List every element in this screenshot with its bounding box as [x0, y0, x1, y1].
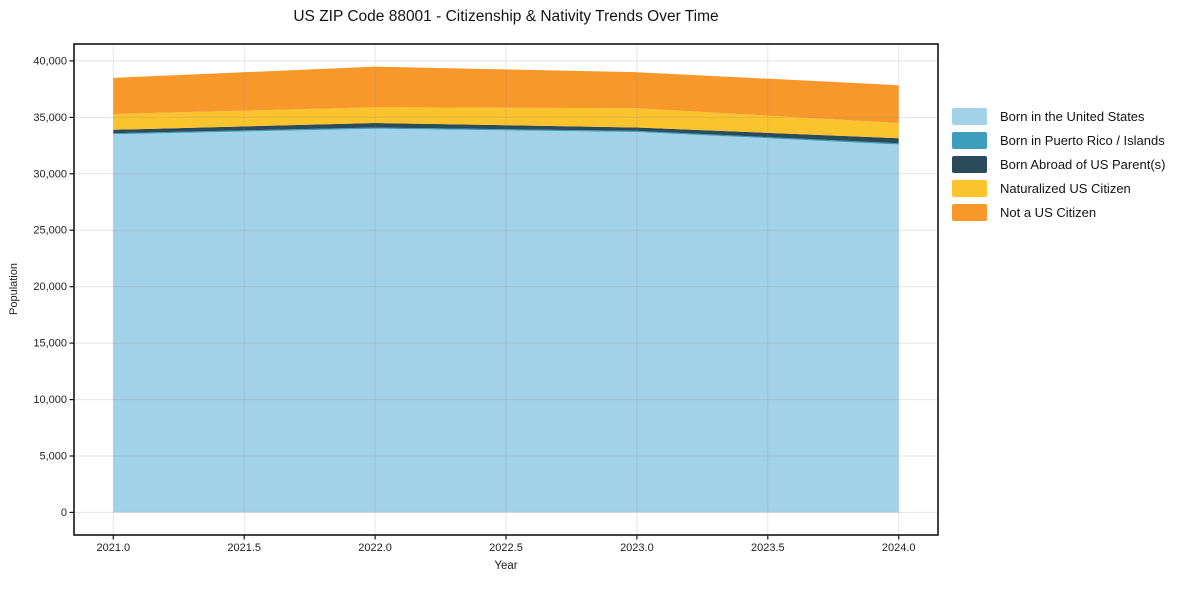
area-born-abroad-of-us-parent-s [113, 123, 899, 144]
y-tick-label: 30,000 [33, 168, 67, 180]
x-tick-label: 2022.5 [489, 542, 523, 554]
area-naturalized-us-citizen [113, 107, 899, 139]
y-tick-label: 15,000 [33, 338, 67, 350]
legend-label: Not a US Citizen [1000, 204, 1097, 220]
legend-label: Born Abroad of US Parent(s) [1000, 156, 1166, 172]
x-tick-label: 2023.0 [620, 542, 654, 554]
y-tick-label: 20,000 [33, 281, 67, 293]
legend-swatch [952, 131, 987, 149]
legend-swatch [952, 155, 987, 173]
chart-title: US ZIP Code 88001 - Citizenship & Nativi… [293, 8, 719, 25]
x-tick-label: 2021.0 [96, 542, 130, 554]
x-tick-label: 2023.5 [751, 542, 785, 554]
legend-label: Born in the United States [1000, 108, 1145, 124]
legend-item-naturalized-us-citizen: Naturalized US Citizen [952, 176, 1165, 200]
legend-item-born-abroad-of-us-parent-s: Born Abroad of US Parent(s) [952, 152, 1165, 176]
x-axis-title: Year [494, 560, 518, 572]
legend-item-not-a-us-citizen: Not a US Citizen [952, 200, 1165, 224]
legend: Born in the United States Born in Puerto … [952, 104, 1165, 224]
y-tick-label: 0 [61, 507, 67, 519]
area-born-in-puerto-rico-islands [113, 127, 899, 145]
x-tick-label: 2021.5 [227, 542, 261, 554]
y-tick-label: 25,000 [33, 225, 67, 237]
legend-swatch [952, 107, 987, 125]
legend-label: Naturalized US Citizen [1000, 180, 1131, 196]
y-tick-label: 40,000 [33, 55, 67, 67]
x-tick-label: 2024.0 [882, 542, 916, 554]
area-born-in-the-united-states [113, 128, 899, 513]
legend-item-born-in-the-united-states: Born in the United States [952, 104, 1165, 128]
x-tick-label: 2022.0 [358, 542, 392, 554]
y-tick-label: 5,000 [39, 451, 67, 463]
y-axis-title: Population [8, 263, 20, 315]
area-not-a-us-citizen [113, 66, 899, 123]
legend-label: Born in Puerto Rico / Islands [1000, 132, 1165, 148]
legend-item-born-in-puerto-rico-islands: Born in Puerto Rico / Islands [952, 128, 1165, 152]
y-tick-label: 35,000 [33, 112, 67, 124]
legend-swatch [952, 203, 987, 221]
y-tick-label: 10,000 [33, 394, 67, 406]
legend-swatch [952, 179, 987, 197]
